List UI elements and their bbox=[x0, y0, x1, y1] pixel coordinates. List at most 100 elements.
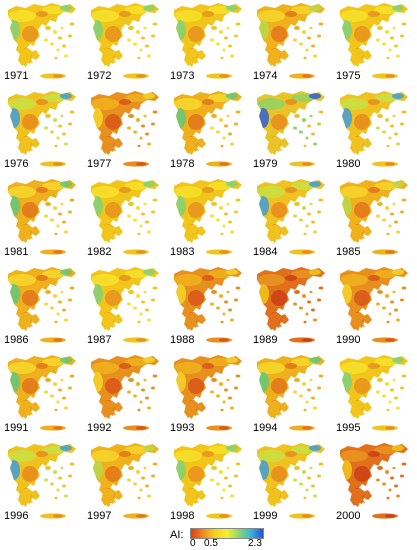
island bbox=[377, 466, 383, 470]
greece-map-1999 bbox=[257, 443, 325, 519]
island bbox=[401, 198, 407, 202]
island bbox=[220, 56, 224, 60]
island bbox=[127, 478, 131, 482]
greece-map-1989 bbox=[257, 267, 325, 343]
island bbox=[309, 202, 313, 206]
greece-map-1978 bbox=[174, 91, 242, 167]
island bbox=[54, 496, 58, 500]
island bbox=[216, 306, 220, 310]
island bbox=[136, 30, 140, 34]
map-panel-1988: 1988 bbox=[166, 264, 249, 352]
peloponnese-region bbox=[19, 136, 33, 155]
map-panel-1996: 1996 bbox=[0, 440, 83, 528]
peloponnese-region bbox=[185, 136, 199, 155]
island bbox=[226, 114, 230, 118]
island bbox=[211, 466, 217, 470]
island bbox=[396, 318, 400, 322]
island bbox=[137, 408, 141, 412]
island bbox=[45, 378, 51, 382]
island bbox=[60, 378, 64, 382]
island bbox=[152, 22, 158, 26]
crete-shade bbox=[136, 162, 146, 166]
island bbox=[302, 382, 306, 386]
island bbox=[53, 206, 57, 210]
island bbox=[58, 476, 62, 480]
year-label: 1992 bbox=[87, 422, 112, 434]
island bbox=[385, 470, 389, 474]
island bbox=[60, 290, 64, 294]
island bbox=[293, 302, 297, 306]
year-label: 1991 bbox=[4, 422, 29, 434]
year-label: 1999 bbox=[253, 510, 278, 522]
island bbox=[396, 142, 400, 146]
island bbox=[69, 462, 75, 466]
island bbox=[68, 122, 72, 126]
island bbox=[311, 484, 315, 488]
map-panel-1990: 1990 bbox=[332, 264, 415, 352]
island bbox=[318, 198, 324, 202]
island bbox=[58, 212, 62, 216]
map-panel-1977: 1977 bbox=[83, 88, 166, 176]
island bbox=[141, 36, 145, 40]
year-label: 1977 bbox=[87, 158, 112, 170]
island bbox=[313, 54, 317, 58]
island bbox=[400, 34, 404, 38]
island bbox=[60, 26, 64, 30]
island bbox=[136, 206, 140, 210]
greece-map-2000 bbox=[340, 443, 408, 519]
map-panel-1973: 1973 bbox=[166, 0, 249, 88]
island bbox=[210, 126, 214, 130]
island bbox=[386, 496, 390, 500]
island bbox=[293, 38, 297, 42]
crete-shade bbox=[136, 338, 146, 342]
peloponnese-region bbox=[351, 488, 365, 507]
island bbox=[303, 496, 307, 500]
island bbox=[302, 118, 306, 122]
peloponnese-region bbox=[268, 400, 282, 419]
island bbox=[309, 114, 313, 118]
island bbox=[139, 312, 143, 316]
island bbox=[54, 56, 58, 60]
island bbox=[45, 114, 51, 118]
island bbox=[137, 320, 141, 324]
island bbox=[62, 484, 66, 488]
island bbox=[133, 130, 137, 134]
map-panel-1989: 1989 bbox=[249, 264, 332, 352]
island bbox=[145, 484, 149, 488]
island bbox=[152, 198, 158, 202]
island bbox=[386, 232, 390, 236]
island bbox=[68, 386, 72, 390]
peloponnese-region bbox=[102, 488, 116, 507]
island bbox=[376, 302, 380, 306]
island bbox=[299, 394, 303, 398]
island bbox=[317, 298, 321, 302]
island bbox=[293, 390, 297, 394]
island bbox=[152, 374, 158, 378]
island bbox=[137, 496, 141, 500]
island bbox=[151, 210, 155, 214]
island bbox=[305, 48, 309, 52]
map-panel-1997: 1997 bbox=[83, 440, 166, 528]
island bbox=[234, 386, 238, 390]
island bbox=[235, 110, 241, 114]
island bbox=[392, 114, 396, 118]
island bbox=[302, 30, 306, 34]
peloponnese-region bbox=[102, 400, 116, 419]
island bbox=[139, 400, 143, 404]
island bbox=[317, 34, 321, 38]
island bbox=[58, 124, 62, 128]
island bbox=[294, 26, 300, 30]
island bbox=[141, 300, 145, 304]
island bbox=[318, 374, 324, 378]
island bbox=[226, 202, 230, 206]
island bbox=[219, 294, 223, 298]
island bbox=[385, 118, 389, 122]
island bbox=[60, 202, 64, 206]
island bbox=[152, 462, 158, 466]
island bbox=[139, 488, 143, 492]
peloponnese-region bbox=[185, 488, 199, 507]
island bbox=[390, 124, 394, 128]
island bbox=[317, 474, 321, 478]
island bbox=[307, 388, 311, 392]
island bbox=[44, 38, 48, 42]
